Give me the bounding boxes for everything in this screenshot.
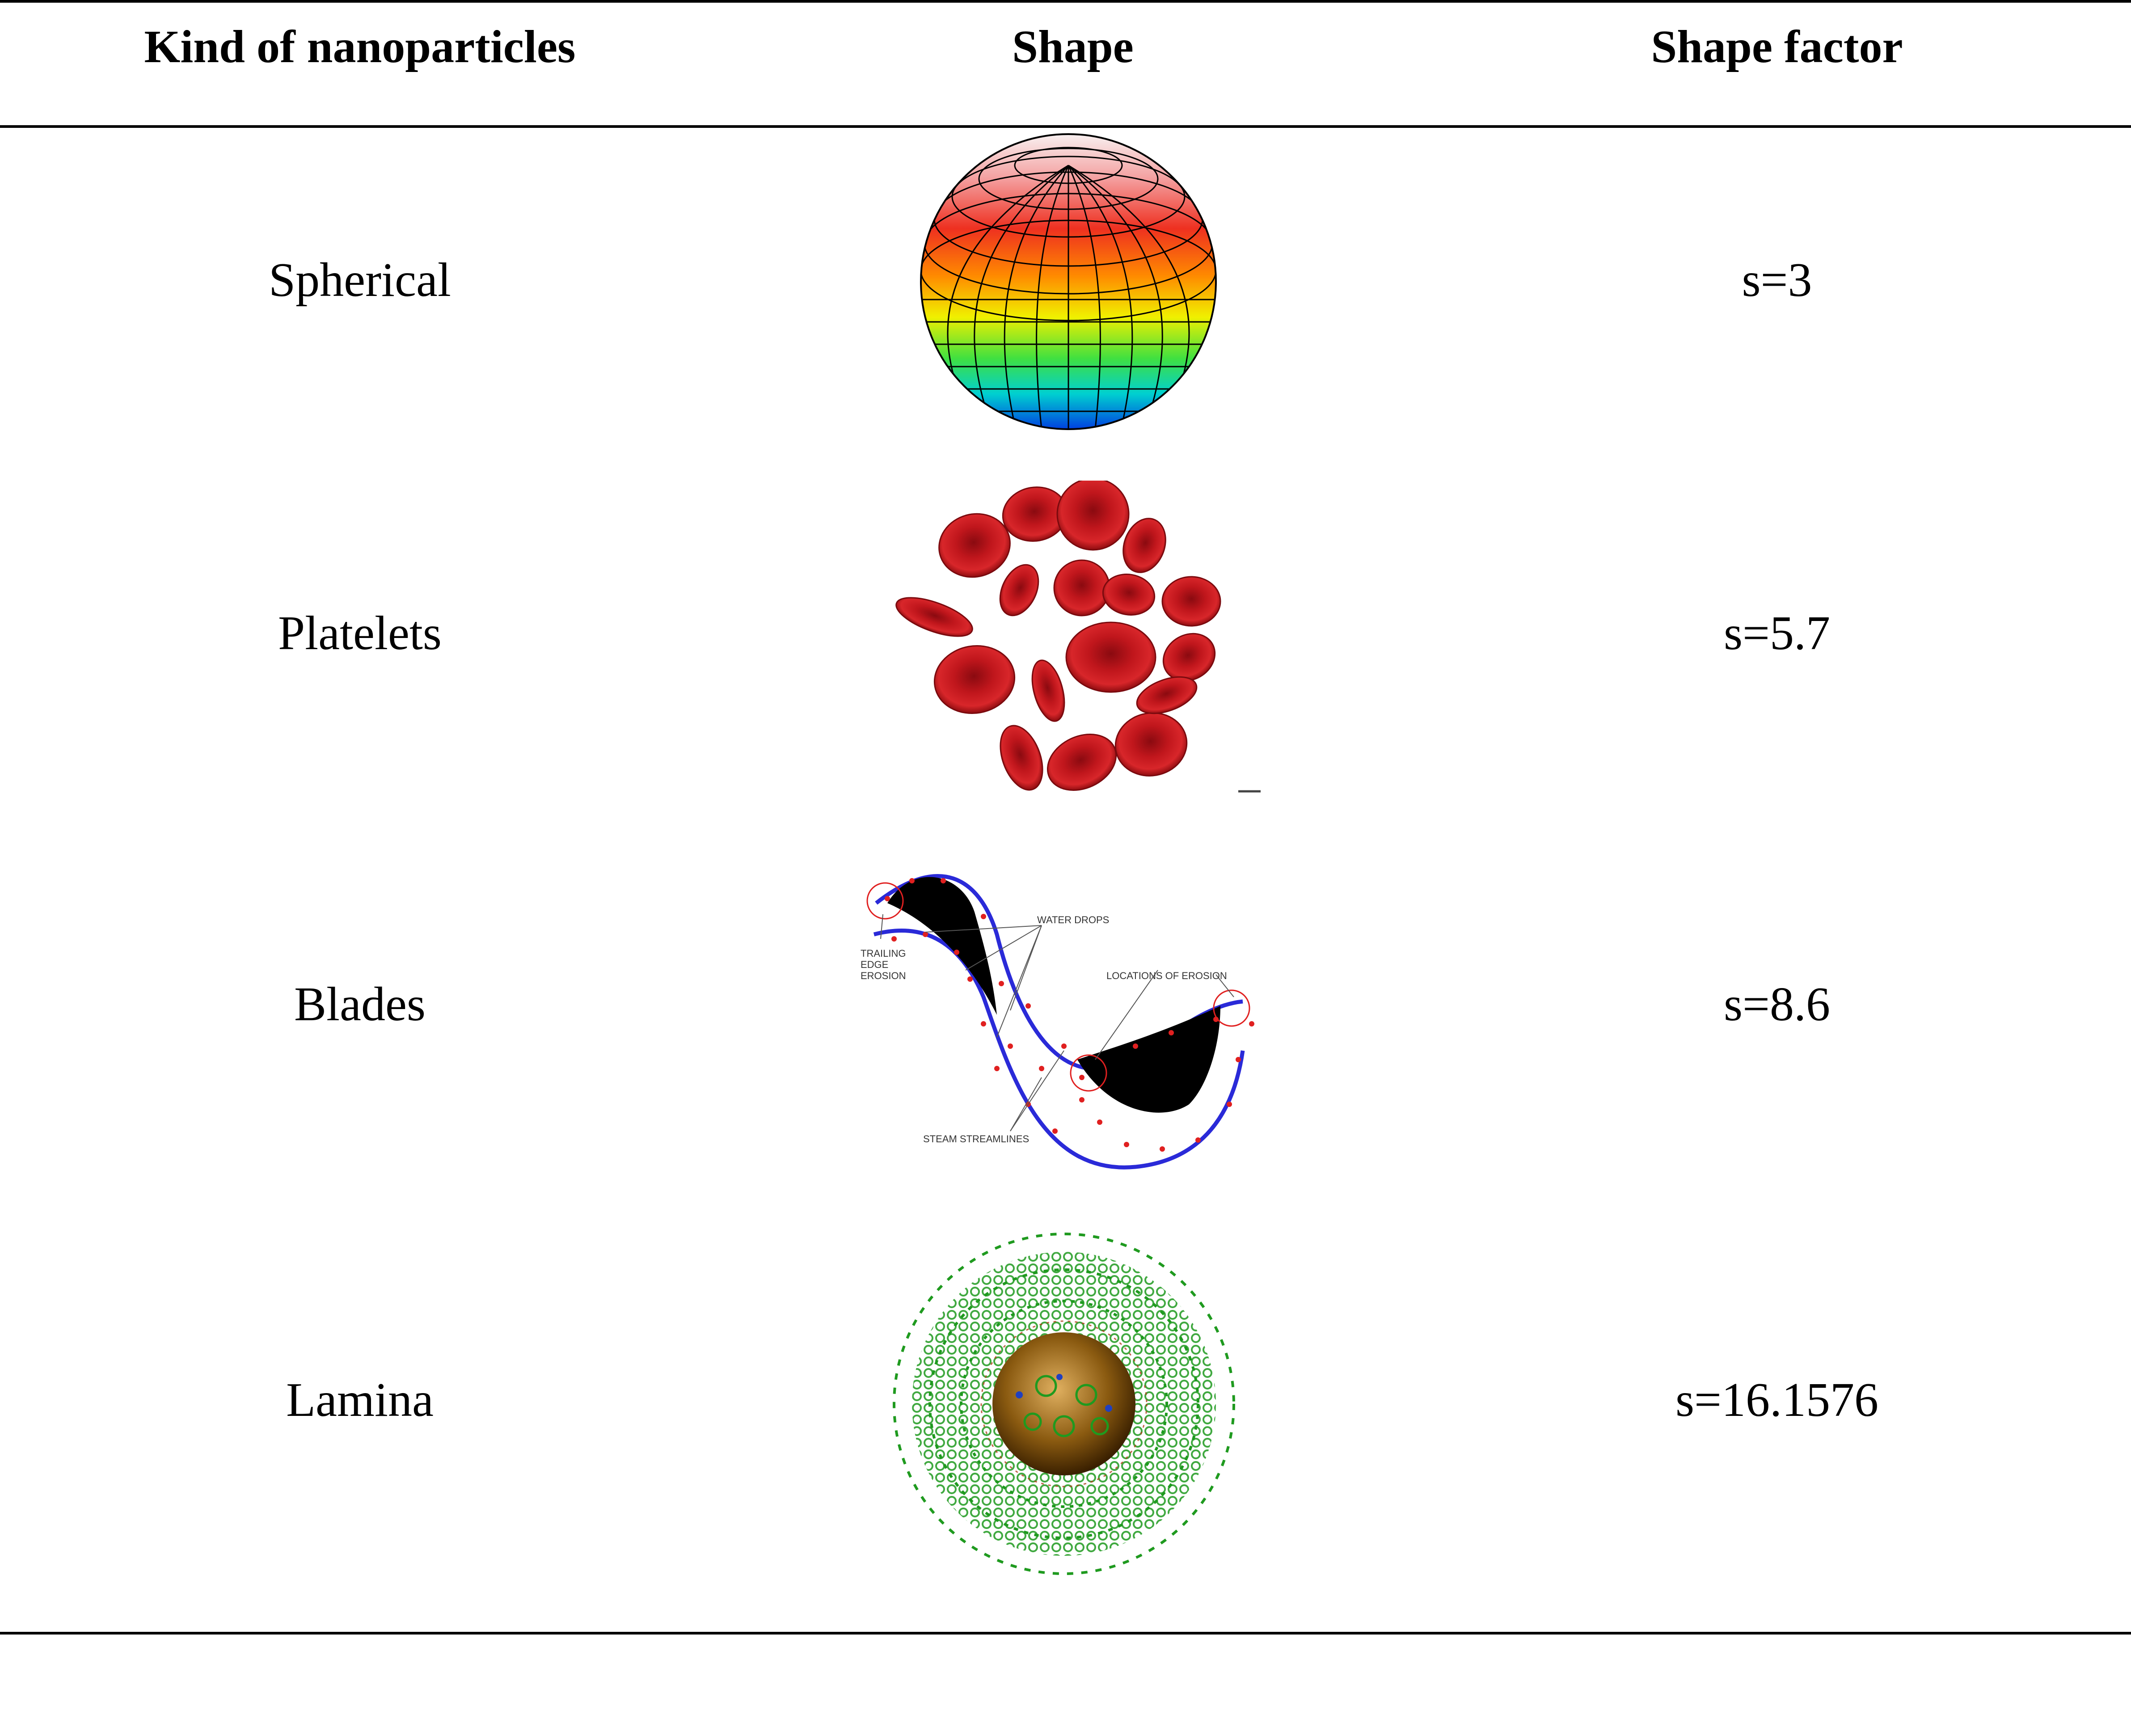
label-water-drops: WATER DROPS [1037,914,1109,925]
row-platelets-factor: s=5.7 [1724,607,1830,660]
row-lamina-kind: Lamina [286,1373,434,1427]
lamina-nanoparticle-image [893,1233,1235,1575]
platelets-image [895,481,1261,793]
header-shape-factor: Shape factor [1651,21,1903,72]
header-bottom-rule [0,125,2131,128]
label-edge: EDGE [861,959,888,970]
table-top-rule [0,0,2131,3]
row-blades-factor: s=8.6 [1724,978,1830,1031]
turbine-blades-image: WATER DROPS TRAILING EDGE EROSION LOCATI… [861,874,1254,1170]
header-kind: Kind of nanoparticles [144,21,576,72]
row-spherical-factor: s=3 [1742,253,1812,307]
label-trailing: TRAILING [861,948,906,959]
row-spherical-kind: Spherical [269,253,451,307]
table-bottom-rule [0,1632,2131,1635]
row-lamina-factor: s=16.1576 [1675,1373,1878,1427]
header-shape: Shape [1012,21,1134,72]
sphere-image [920,133,1217,430]
row-platelets-kind: Platelets [278,607,442,660]
label-locations-of-erosion: LOCATIONS OF EROSION [1106,970,1227,981]
row-blades-kind: Blades [294,978,426,1031]
label-steam-streamlines: STEAM STREAMLINES [923,1133,1029,1145]
label-erosion: EROSION [861,970,906,981]
